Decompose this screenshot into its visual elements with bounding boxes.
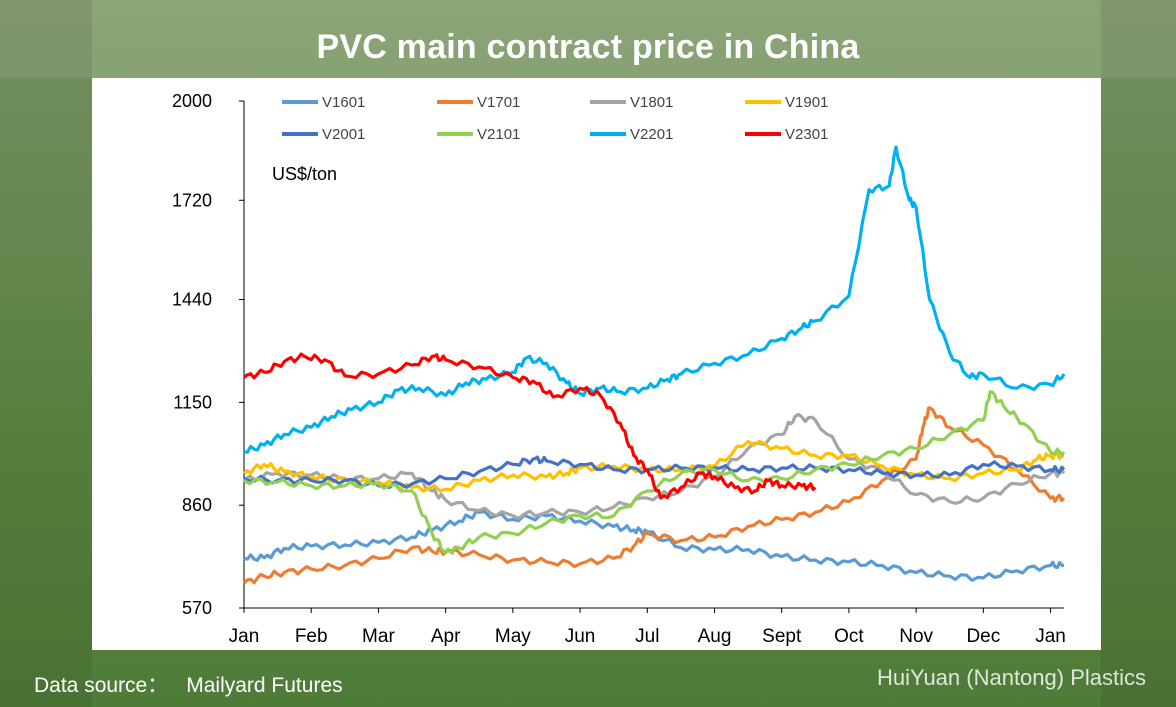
data-source-label: Data source： bbox=[34, 674, 169, 697]
x-tick-label: Jul bbox=[635, 626, 659, 647]
series-line-v2201 bbox=[243, 145, 1066, 454]
background-photo-sky bbox=[0, 0, 1176, 78]
legend-label-v2001: V2001 bbox=[322, 126, 365, 143]
series-lines bbox=[242, 145, 1066, 585]
x-tick-label: Dec bbox=[966, 626, 1000, 647]
x-tick-label: Nov bbox=[899, 626, 933, 647]
x-tick-label: Sept bbox=[762, 626, 802, 647]
unit-label: US$/ton bbox=[272, 164, 337, 184]
brand-watermark: HuiYuan (Nantong) Plastics bbox=[876, 665, 1146, 690]
legend-label-v1601: V1601 bbox=[322, 94, 365, 111]
data-source-value: Mailyard Futures bbox=[186, 674, 343, 697]
chart-svg: 570 860 1150 1440 1720 2000 Jan Feb Mar Apr May Ju… bbox=[172, 91, 1066, 647]
legend-label-v1801: V1801 bbox=[630, 94, 673, 111]
series-line-v1601 bbox=[243, 509, 1065, 582]
legend-label-v2201: V2201 bbox=[630, 126, 673, 143]
series-line-v2301 bbox=[243, 352, 817, 500]
series-line-v1701 bbox=[242, 406, 1066, 585]
x-tick-label: Aug bbox=[698, 626, 732, 647]
series-line-v1801 bbox=[243, 412, 1066, 520]
x-tick-label: Jan bbox=[1035, 626, 1066, 647]
y-tick-label: 1150 bbox=[173, 392, 212, 412]
y-tick-label: 1720 bbox=[172, 190, 212, 210]
y-tick-label: 860 bbox=[182, 495, 212, 515]
page-title: PVC main contract price in China bbox=[316, 28, 860, 66]
x-tick-label: Apr bbox=[431, 626, 461, 647]
x-tick-label: Feb bbox=[295, 626, 328, 647]
chart-panel: 570 860 1150 1440 1720 2000 Jan Feb Mar Apr May Ju… bbox=[92, 78, 1101, 650]
background-photo-left-wall bbox=[0, 0, 92, 707]
legend-label-v1901: V1901 bbox=[785, 94, 828, 111]
x-tick-label: Jan bbox=[229, 626, 260, 647]
legend-label-v2101: V2101 bbox=[477, 126, 520, 143]
y-tick-label: 1440 bbox=[172, 290, 212, 310]
x-tick-label: Jun bbox=[565, 626, 596, 647]
x-axis: Jan Feb Mar Apr May Jun Jul Aug Sept Oct Nov Dec Jan bbox=[229, 607, 1066, 647]
data-source: Data source： Mailyard Futures bbox=[34, 669, 343, 699]
legend-label-v1701: V1701 bbox=[477, 94, 520, 111]
chart-legend: V1601 V1701 V1801 V1901 V2001 V2101 V2201 V2301 bbox=[282, 94, 828, 143]
legend-label-v2301: V2301 bbox=[785, 126, 828, 143]
x-tick-label: Mar bbox=[362, 626, 395, 647]
y-tick-label: 570 bbox=[182, 598, 212, 618]
series-line-v2101 bbox=[243, 390, 1066, 555]
x-tick-label: Oct bbox=[834, 626, 864, 647]
y-tick-label: 2000 bbox=[172, 91, 212, 111]
background-photo-right-roof bbox=[1101, 0, 1176, 707]
y-axis: 570 860 1150 1440 1720 2000 bbox=[172, 91, 245, 618]
x-tick-label: May bbox=[495, 626, 531, 647]
